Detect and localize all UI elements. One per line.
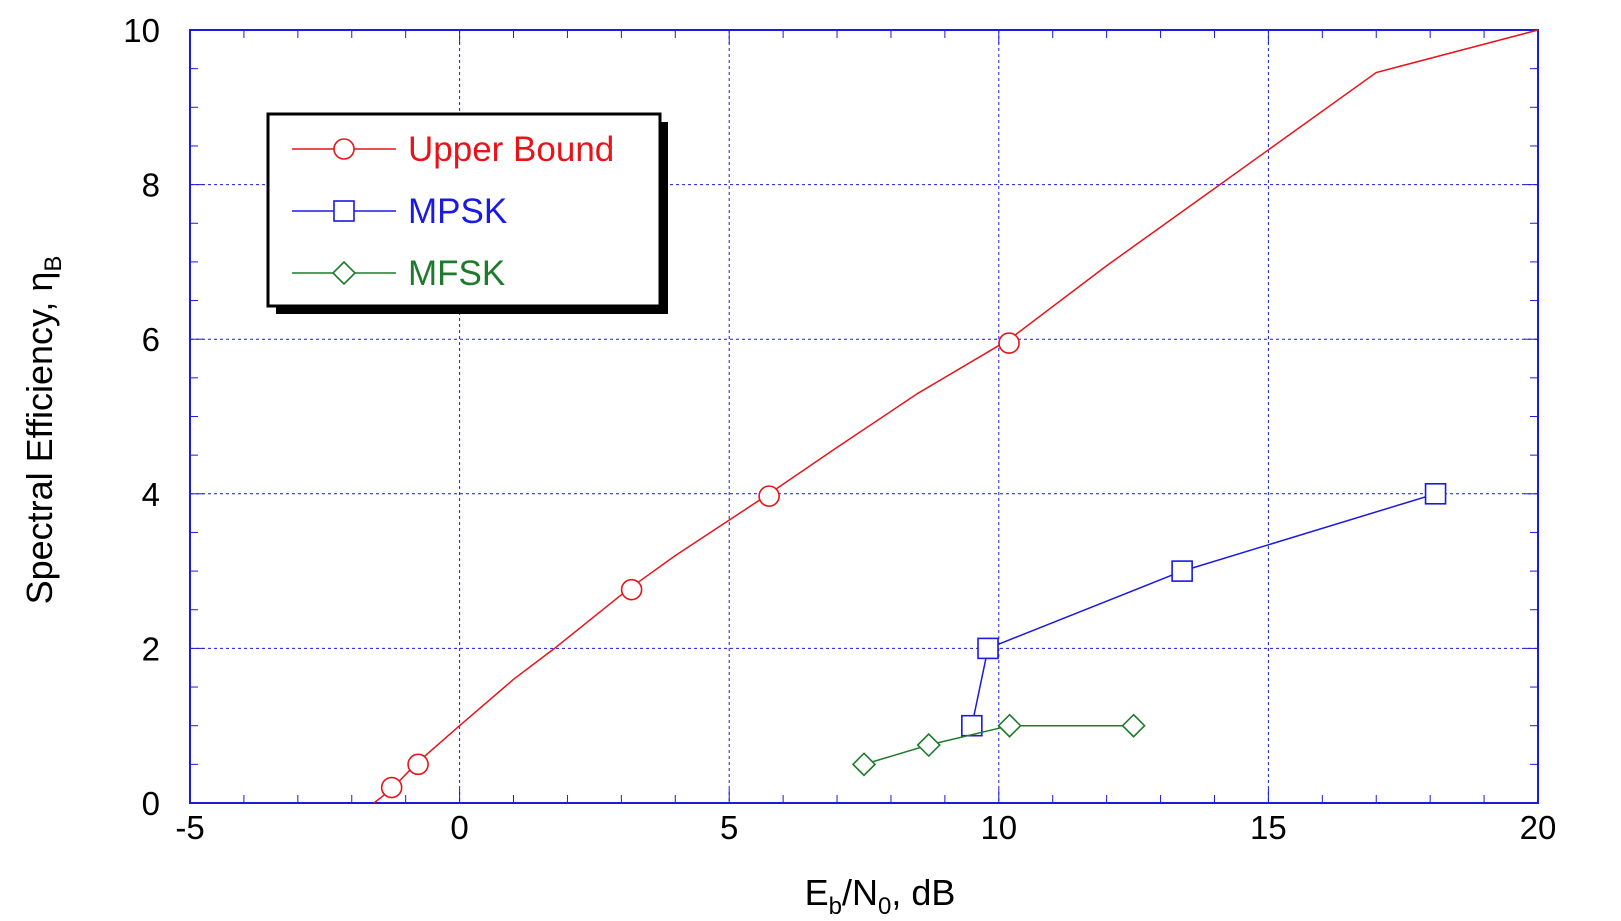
x-tick-label: 15: [1250, 809, 1287, 846]
data-point: [1171, 560, 1193, 582]
series-line: [863, 724, 1134, 766]
x-tick-label: -5: [175, 809, 204, 846]
data-point: [1121, 713, 1146, 738]
data-point: [977, 637, 999, 660]
y-tick-label: 2: [142, 630, 160, 667]
data-point: [916, 732, 941, 758]
x-axis-title-main: E: [805, 872, 829, 913]
y-tick-label: 10: [123, 12, 160, 49]
legend-label: MPSK: [408, 192, 507, 231]
data-point: [998, 332, 1020, 354]
x-tick-label: 0: [450, 809, 468, 846]
y-tick-label: 0: [142, 785, 160, 822]
legend-label: MFSK: [408, 254, 505, 293]
data-point: [1424, 482, 1447, 505]
series-mfsk: [851, 713, 1146, 777]
data-point: [997, 713, 1022, 738]
plot-area-frame: [189, 29, 1539, 804]
data-point: [380, 776, 403, 799]
x-tick-label: 5: [720, 809, 738, 846]
legend-item-mfsk: MFSK: [292, 254, 505, 293]
x-tick-label: 20: [1520, 809, 1557, 846]
legend: Upper Bound MPSK MFSK: [266, 112, 668, 314]
y-tick-label: 8: [142, 167, 160, 204]
x-axis-title-mid: /N: [842, 872, 878, 913]
legend-marker: [333, 138, 355, 160]
x-axis-title-sub2: 0: [878, 893, 891, 920]
legend-marker: [331, 260, 357, 286]
y-axis-title: Spectral Efficiency, ηB: [19, 256, 67, 605]
x-axis-title-tail: , dB: [891, 872, 955, 913]
legend-entries: Upper Bound MPSK MFSK: [292, 130, 614, 293]
legend-marker: [333, 200, 355, 222]
x-tick-label: 10: [980, 809, 1017, 846]
y-tick-label: 4: [142, 476, 160, 513]
y-tick-label: 6: [142, 321, 160, 358]
data-point: [758, 485, 780, 507]
legend-item-upper-bound: Upper Bound: [292, 130, 614, 169]
series-mpsk: [961, 482, 1447, 737]
data-point: [851, 752, 877, 777]
series-line: [971, 493, 1436, 726]
legend-item-mpsk: MPSK: [292, 192, 507, 231]
data-point: [961, 714, 983, 737]
y-axis-title-main: Spectral Efficiency, η: [19, 272, 60, 605]
series-upper-bound: [373, 29, 1539, 804]
grid-lines: [190, 30, 1538, 803]
series-layer: [373, 29, 1539, 804]
data-point: [620, 578, 643, 601]
y-axis-title-sub: B: [40, 256, 67, 272]
x-axis-title: Eb/N0, dB: [805, 872, 956, 920]
x-axis-title-sub1: b: [829, 893, 842, 920]
tick-labels: -5 0 5 10 15 20 0 2 4 6 8 10: [123, 12, 1556, 846]
data-point: [407, 753, 429, 776]
legend-label: Upper Bound: [408, 130, 614, 169]
